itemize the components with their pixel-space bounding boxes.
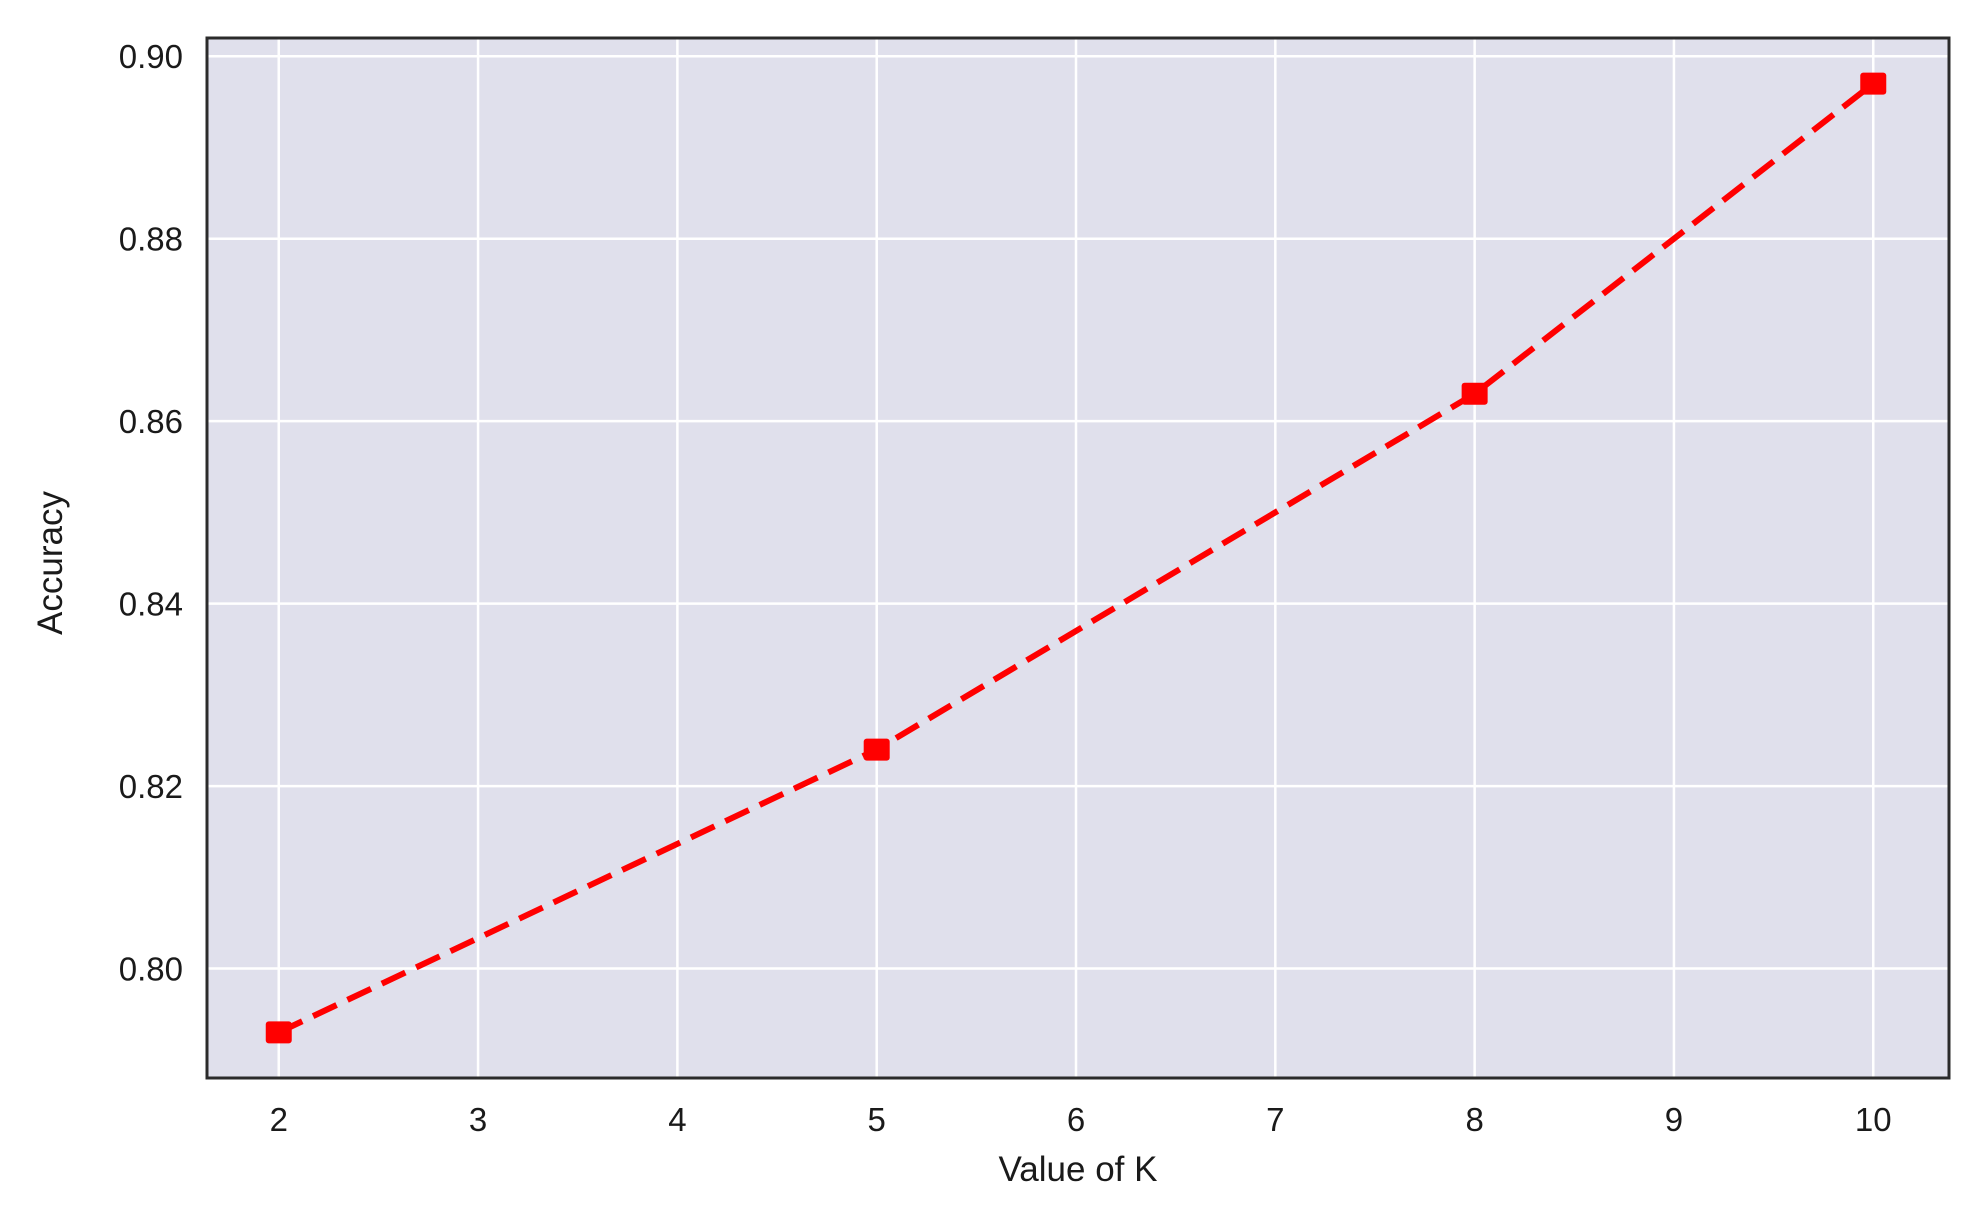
x-tick-label: 9 [1665,1101,1683,1138]
y-tick-label: 0.80 [119,951,183,988]
x-tick-label: 10 [1855,1101,1892,1138]
data-point-marker [1860,72,1887,95]
series-layer [265,72,1887,1044]
tick-labels: 2 3 4 5 6 7 8 9 10 0.80 0.82 0.84 0.86 0.88 0.90 [119,38,1892,1138]
x-tick-label: 6 [1067,1101,1085,1138]
y-axis-title: Accuracy [31,491,70,635]
grid-lines [207,38,1949,1078]
y-tick-label: 0.90 [119,38,183,75]
x-tick-label: 3 [469,1101,487,1138]
x-tick-label: 8 [1465,1101,1483,1138]
x-tick-label: 2 [270,1101,288,1138]
data-point-marker [863,738,890,761]
data-point-marker [1461,382,1488,405]
y-tick-label: 0.86 [119,403,183,440]
y-tick-label: 0.84 [119,586,183,623]
data-point-marker [265,1021,292,1044]
plot-frame [205,36,1951,1080]
series-line [277,81,1876,1036]
plot-area [207,38,1949,1078]
x-tick-label: 4 [668,1101,686,1138]
y-tick-label: 0.82 [119,768,183,805]
x-tick-label: 7 [1266,1101,1284,1138]
x-axis-title: Value of K [999,1150,1158,1189]
y-tick-label: 0.88 [119,221,183,258]
x-tick-label: 5 [868,1101,886,1138]
